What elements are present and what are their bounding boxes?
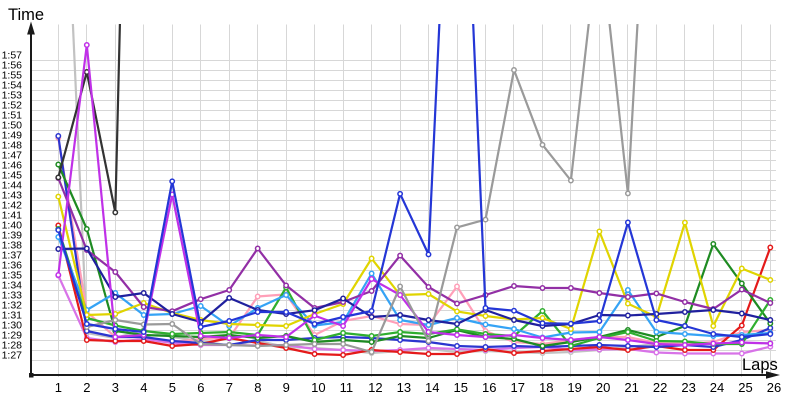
svg-text:7: 7	[226, 380, 233, 395]
svg-text:16: 16	[482, 380, 496, 395]
svg-text:13: 13	[397, 380, 411, 395]
svg-text:1:46: 1:46	[2, 159, 23, 171]
svg-text:26: 26	[767, 380, 781, 395]
svg-text:1:57: 1:57	[2, 49, 23, 61]
svg-text:1:50: 1:50	[2, 119, 23, 131]
svg-text:21: 21	[624, 380, 638, 395]
svg-text:1:44: 1:44	[2, 179, 23, 191]
svg-text:1:40: 1:40	[2, 219, 23, 231]
svg-text:1:53: 1:53	[2, 89, 23, 101]
svg-text:1:27: 1:27	[2, 349, 23, 361]
svg-text:1:35: 1:35	[2, 269, 23, 281]
svg-text:5: 5	[169, 380, 176, 395]
svg-text:1:49: 1:49	[2, 129, 23, 141]
svg-text:11: 11	[340, 380, 354, 395]
svg-text:1:45: 1:45	[2, 169, 23, 181]
svg-text:14: 14	[425, 380, 439, 395]
svg-text:1:54: 1:54	[2, 79, 23, 91]
svg-text:1:37: 1:37	[2, 249, 23, 261]
svg-text:Laps: Laps	[742, 356, 778, 374]
svg-text:1:41: 1:41	[2, 209, 23, 221]
svg-text:20: 20	[596, 380, 610, 395]
svg-text:1:43: 1:43	[2, 189, 23, 201]
svg-text:15: 15	[454, 380, 468, 395]
svg-text:6: 6	[197, 380, 204, 395]
svg-text:1:36: 1:36	[2, 259, 23, 271]
svg-text:1:56: 1:56	[2, 59, 23, 71]
svg-text:1:47: 1:47	[2, 149, 23, 161]
svg-text:10: 10	[311, 380, 325, 395]
svg-text:1:48: 1:48	[2, 139, 23, 151]
svg-text:12: 12	[368, 380, 382, 395]
svg-text:24: 24	[710, 380, 724, 395]
svg-text:1:51: 1:51	[2, 109, 23, 121]
svg-text:1:39: 1:39	[2, 229, 23, 241]
svg-text:19: 19	[567, 380, 581, 395]
svg-text:1:33: 1:33	[2, 289, 23, 301]
svg-text:2: 2	[83, 380, 90, 395]
svg-text:4: 4	[140, 380, 147, 395]
svg-text:25: 25	[738, 380, 752, 395]
svg-text:1:28: 1:28	[2, 339, 23, 351]
svg-text:1:30: 1:30	[2, 319, 23, 331]
svg-text:1:31: 1:31	[2, 309, 23, 321]
svg-text:8: 8	[254, 380, 261, 395]
svg-text:23: 23	[681, 380, 695, 395]
svg-text:1:34: 1:34	[2, 279, 23, 291]
svg-text:1:38: 1:38	[2, 239, 23, 251]
svg-text:9: 9	[283, 380, 290, 395]
svg-text:17: 17	[511, 380, 525, 395]
svg-text:1:42: 1:42	[2, 199, 23, 211]
svg-text:1:32: 1:32	[2, 299, 23, 311]
svg-text:3: 3	[112, 380, 119, 395]
svg-text:Time: Time	[8, 6, 44, 24]
svg-text:22: 22	[653, 380, 667, 395]
svg-text:18: 18	[539, 380, 553, 395]
svg-text:1:55: 1:55	[2, 69, 23, 81]
svg-text:1:52: 1:52	[2, 99, 23, 111]
svg-text:1: 1	[55, 380, 62, 395]
svg-text:1:29: 1:29	[2, 329, 23, 341]
